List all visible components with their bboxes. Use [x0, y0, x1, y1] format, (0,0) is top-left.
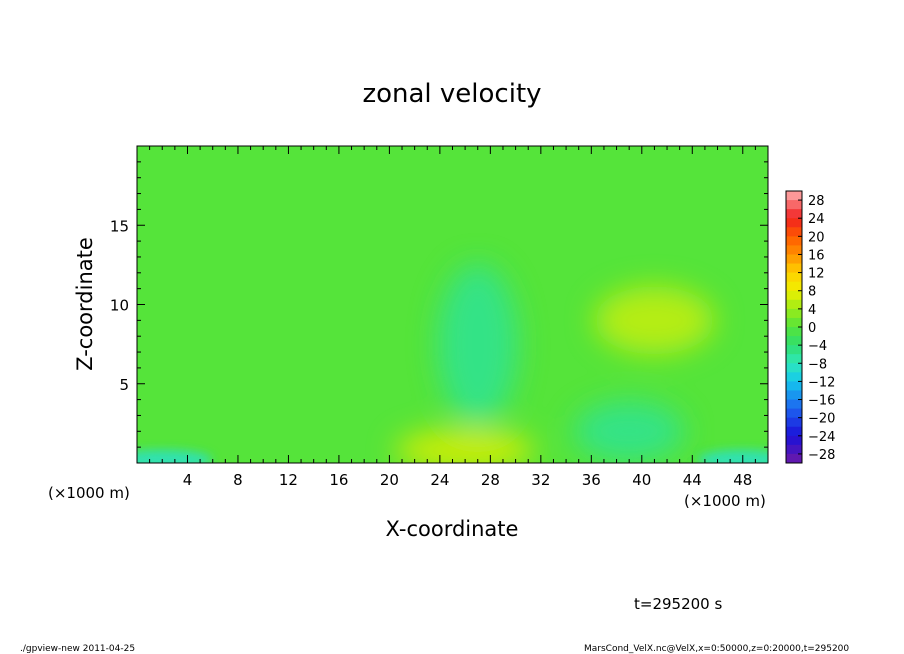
- colorbar-tick-label: −8: [808, 357, 827, 372]
- chart-title: zonal velocity: [362, 79, 541, 109]
- x-tick-label: 4: [183, 471, 193, 489]
- x-tick-label: 32: [531, 471, 550, 489]
- colorbar-tick-label: −16: [808, 394, 835, 409]
- colorbar-segment: [786, 354, 802, 364]
- colorbar-segment: [786, 345, 802, 355]
- x-tick-label: 8: [233, 471, 243, 489]
- colorbar-segment: [786, 444, 802, 455]
- colorbar-segment: [786, 254, 802, 265]
- colorbar-tick-label: 24: [808, 212, 825, 227]
- x-tick-label: 12: [279, 471, 298, 489]
- colorbar-tick-label: 0: [808, 321, 816, 336]
- x-unit-right: (×1000 m): [684, 492, 766, 510]
- x-tick-label: 16: [329, 471, 348, 489]
- colorbar-tick-label: 28: [808, 194, 825, 209]
- colorbar-segment: [786, 453, 802, 464]
- x-tick-label: 28: [481, 471, 500, 489]
- x-tick-label: 48: [733, 471, 752, 489]
- x-axis: 4 8 12 16 20 24 28 32 36 40 44 48: [149, 146, 756, 489]
- colorbar-tick-label: 20: [808, 230, 825, 245]
- field-feature: [594, 286, 715, 355]
- colorbar-tick-label: 16: [808, 248, 825, 263]
- y-axis-label: Z-coordinate: [73, 237, 97, 371]
- colorbar-segment: [786, 299, 802, 310]
- footer-right: MarsCond_VelX.nc@VelX,x=0:50000,z=0:2000…: [584, 644, 849, 654]
- colorbar-segment: [786, 336, 802, 346]
- field-feature: [697, 449, 768, 463]
- footer-left: ./gpview-new 2011-04-25: [20, 644, 135, 654]
- colorbar-segment: [786, 263, 802, 274]
- colorbar-segment: [786, 408, 802, 419]
- plot-area: [137, 146, 768, 463]
- colorbar-segment: [786, 236, 802, 246]
- x-tick-label: 40: [632, 471, 651, 489]
- field-feature: [574, 401, 685, 462]
- colorbar-segment: [786, 209, 802, 219]
- colorbar-tick-label: 4: [808, 303, 816, 318]
- colorbar-segment: [786, 218, 802, 228]
- y-tick-label: 10: [110, 297, 129, 315]
- colorbar-tick-label: −28: [808, 448, 835, 463]
- colorbar-segment: [786, 191, 802, 201]
- time-label: t=295200 s: [634, 595, 722, 613]
- colorbar-tick-label: −20: [808, 412, 835, 427]
- colorbar-segment: [786, 390, 802, 401]
- colorbar-segment: [786, 308, 802, 319]
- x-tick-label: 36: [582, 471, 601, 489]
- colorbar-segment: [786, 272, 802, 283]
- colorbar-segment: [786, 327, 802, 337]
- field-feature: [395, 428, 536, 463]
- colorbar: 28 24 20 16 12 8 4 0 −4 −8 −12 −16 −20 −24 −28: [785, 190, 835, 464]
- colorbar-segment: [786, 372, 802, 382]
- x-tick-label: 24: [430, 471, 449, 489]
- colorbar-segment: [786, 426, 802, 437]
- colorbar-segment: [786, 417, 802, 428]
- colorbar-segment: [786, 399, 802, 410]
- colorbar-segment: [786, 245, 802, 255]
- field-feature: [437, 264, 518, 425]
- colorbar-segment: [786, 363, 802, 373]
- x-tick-label: 44: [683, 471, 702, 489]
- colorbar-segment: [786, 281, 802, 292]
- colorbar-segment: [786, 290, 802, 301]
- y-tick-label: 5: [119, 376, 129, 394]
- colorbar-tick-label: −12: [808, 375, 835, 390]
- x-unit-left: (×1000 m): [48, 484, 130, 502]
- colorbar-tick-label: 12: [808, 267, 825, 282]
- x-axis-label: X-coordinate: [386, 517, 519, 541]
- colorbar-tick-label: −4: [808, 339, 827, 354]
- colorbar-tick-label: −24: [808, 430, 835, 445]
- y-tick-label: 15: [110, 217, 129, 235]
- y-axis: 5 10 15: [110, 161, 768, 448]
- colorbar-segment: [786, 435, 802, 446]
- colorbar-tick-label: 8: [808, 285, 816, 300]
- colorbar-segment: [786, 317, 802, 328]
- colorbar-segment: [786, 200, 802, 210]
- colorbar-segment: [786, 381, 802, 391]
- colorbar-segment: [786, 227, 802, 237]
- x-tick-label: 20: [380, 471, 399, 489]
- field-feature: [137, 449, 213, 463]
